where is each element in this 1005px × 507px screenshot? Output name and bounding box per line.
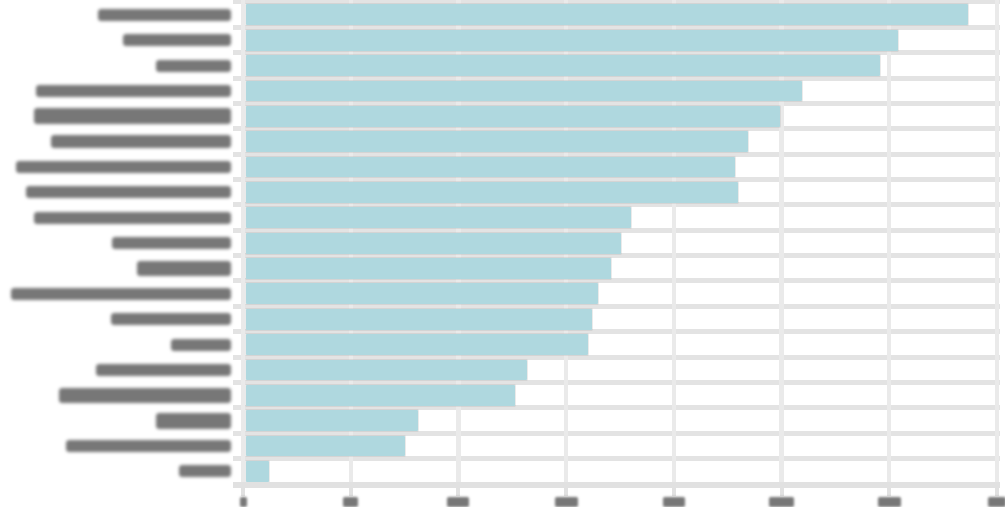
y-axis-label-blob xyxy=(137,261,231,276)
y-axis-label-blob xyxy=(156,59,231,72)
bar xyxy=(245,283,599,305)
row-separator-gridline xyxy=(233,151,1000,157)
y-axis-label-blob xyxy=(26,186,231,199)
x-tick-mark xyxy=(564,487,569,496)
y-axis-label-blob xyxy=(11,287,231,300)
vertical-gridline xyxy=(240,0,246,487)
bar xyxy=(245,258,611,279)
bar xyxy=(245,207,632,229)
vertical-gridline xyxy=(887,0,892,487)
x-tick-mark xyxy=(348,487,353,496)
row-separator-gridline xyxy=(233,202,1000,208)
y-axis-label-blob xyxy=(66,440,231,453)
x-axis-line xyxy=(233,482,1000,488)
bar xyxy=(245,435,406,457)
row-separator-gridline xyxy=(233,126,1000,132)
bar xyxy=(245,384,516,406)
y-axis-label-blob xyxy=(16,161,231,174)
bar xyxy=(245,232,621,254)
x-tick-mark xyxy=(887,487,892,496)
row-separator-gridline xyxy=(233,430,1000,436)
y-axis-label-blob xyxy=(98,8,231,21)
x-tick-mark xyxy=(456,487,461,496)
x-tick-label-blob xyxy=(554,496,578,507)
bar xyxy=(245,181,738,203)
row-separator-gridline xyxy=(233,253,1000,259)
bar xyxy=(245,131,749,153)
y-axis-label-blob xyxy=(179,465,231,478)
y-axis-label-blob xyxy=(96,363,231,376)
x-tick-label-blob xyxy=(239,496,247,507)
y-axis-label-blob xyxy=(112,237,231,250)
y-axis-label-blob xyxy=(34,211,231,224)
bar xyxy=(245,334,589,355)
bar xyxy=(245,4,969,26)
y-axis-label-blob xyxy=(111,313,231,326)
x-tick-label-blob xyxy=(343,496,359,507)
row-separator-gridline xyxy=(233,24,1000,30)
row-separator-gridline xyxy=(233,456,1000,462)
bar xyxy=(245,80,802,102)
y-axis-label-blob xyxy=(156,412,231,429)
x-tick-label-blob xyxy=(447,496,470,507)
bar xyxy=(245,55,881,76)
y-axis-label-blob xyxy=(36,84,231,97)
x-tick-label-blob xyxy=(988,496,1005,507)
x-tick-mark xyxy=(671,487,676,496)
bar xyxy=(245,359,528,381)
x-tick-label-blob xyxy=(877,496,901,507)
bar xyxy=(245,461,269,482)
x-tick-label-blob xyxy=(769,496,795,507)
row-separator-gridline xyxy=(233,379,1000,385)
row-separator-gridline xyxy=(233,227,1000,233)
bar xyxy=(245,105,780,127)
bar xyxy=(245,156,736,178)
y-axis-label-blob xyxy=(171,338,231,351)
x-tick-mark xyxy=(241,487,245,496)
row-separator-gridline xyxy=(233,75,1000,81)
row-separator-gridline xyxy=(233,329,1000,335)
bar xyxy=(245,410,418,432)
row-separator-gridline xyxy=(233,354,1000,360)
vertical-gridline xyxy=(779,0,784,487)
row-separator-gridline xyxy=(233,100,1000,106)
y-axis-label-column xyxy=(0,0,240,487)
vertical-gridline xyxy=(994,0,1000,487)
row-separator-gridline xyxy=(233,50,1000,56)
row-separator-gridline xyxy=(233,176,1000,182)
y-axis-label-blob xyxy=(51,135,231,149)
y-axis-label-blob xyxy=(59,387,231,403)
x-tick-label-blob xyxy=(662,496,685,507)
x-axis xyxy=(0,482,1005,507)
x-tick-mark xyxy=(779,487,784,496)
bar xyxy=(245,308,593,330)
row-separator-gridline xyxy=(233,0,1000,5)
row-separator-gridline xyxy=(233,405,1000,411)
bar xyxy=(245,29,899,51)
row-separator-gridline xyxy=(233,303,1000,309)
y-axis-label-blob xyxy=(123,34,231,47)
vertical-gridline xyxy=(671,0,677,487)
y-axis-label-blob xyxy=(34,108,231,125)
x-tick-mark xyxy=(995,487,999,496)
row-separator-gridline xyxy=(233,278,1000,284)
plot-area xyxy=(233,0,1000,487)
